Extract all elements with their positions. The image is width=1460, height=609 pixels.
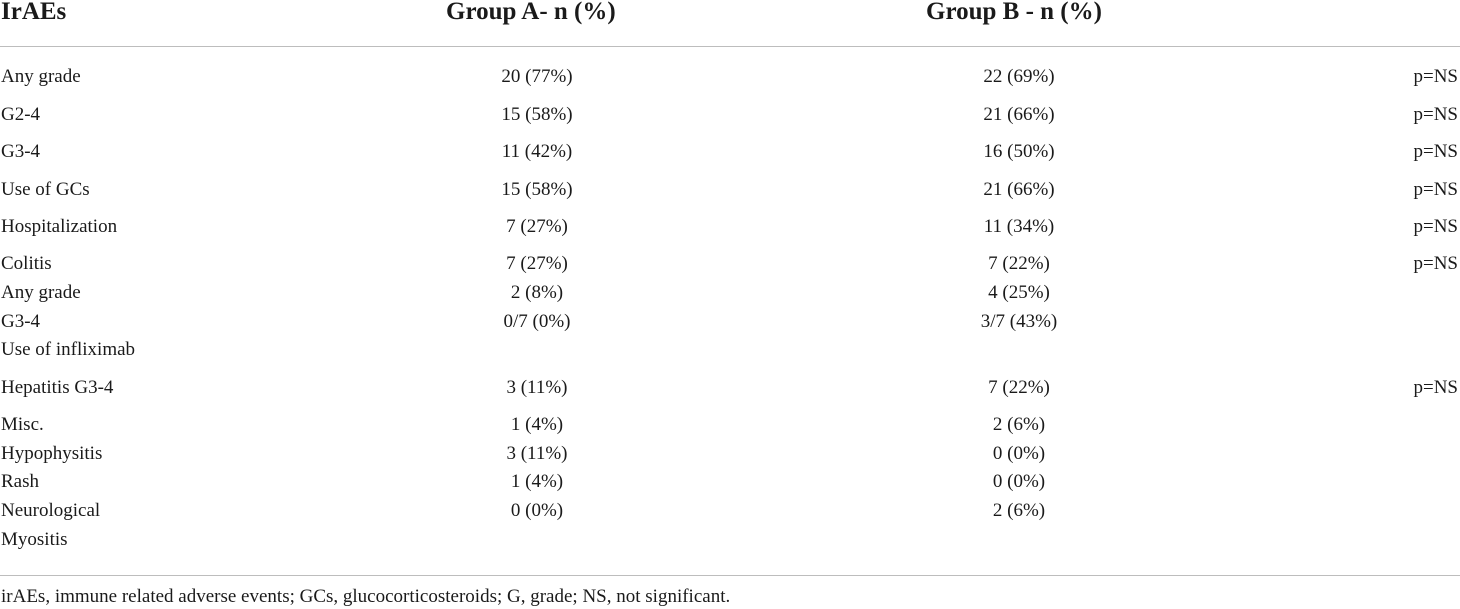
p-value-cell: p=NS: [1413, 104, 1458, 125]
group-a-cell: 0 (0%): [510, 500, 564, 521]
row-label: Rash: [1, 471, 39, 492]
group-a-cell: 2 (8%): [510, 282, 564, 303]
table-row: Any grade 20 (77%) 22 (69%) p=NS: [0, 64, 1460, 90]
row-label: Any grade: [1, 282, 81, 303]
row-label: Any grade: [1, 66, 81, 87]
table-row: Rash 1 (4%) 0 (0%): [0, 469, 1460, 495]
group-a-cell: 20 (77%): [501, 66, 573, 87]
group-a-cell: 1 (4%): [510, 414, 564, 435]
row-label: Hospitalization: [1, 216, 118, 237]
group-b-cell: 21 (66%): [983, 104, 1055, 125]
row-label: Hepatitis G3-4: [1, 377, 114, 398]
group-a-cell: 15 (58%): [501, 179, 573, 200]
group-a-cell: 7 (27%): [506, 216, 568, 237]
group-a-cell: 3 (11%): [506, 377, 568, 398]
header-irAEs: IrAEs: [1, 0, 67, 25]
row-label: G3-4: [1, 311, 41, 332]
table-row: Hepatitis G3-4 3 (11%) 7 (22%) p=NS: [0, 375, 1460, 401]
group-b-cell: 2 (6%): [992, 414, 1046, 435]
group-b-cell: 2 (6%): [992, 500, 1046, 521]
group-a-cell: 3 (11%): [506, 443, 568, 464]
table-row: Hypophysitis 3 (11%) 0 (0%): [0, 441, 1460, 467]
p-value-cell: p=NS: [1413, 141, 1458, 162]
row-label: Colitis: [1, 253, 52, 274]
table-row: Hospitalization 7 (27%) 11 (34%) p=NS: [0, 214, 1460, 240]
row-label: G3-4: [1, 141, 41, 162]
table-row: Use of infliximab: [0, 337, 1460, 363]
group-b-cell: 21 (66%): [983, 179, 1055, 200]
group-a-cell: 7 (27%): [506, 253, 568, 274]
header-group-a: Group A- n (%): [446, 0, 616, 25]
p-value-cell: p=NS: [1413, 216, 1458, 237]
row-label: Misc.: [1, 414, 44, 435]
group-b-cell: 7 (22%): [988, 377, 1050, 398]
footer-divider: [0, 575, 1460, 576]
header-group-b: Group B - n (%): [926, 0, 1102, 25]
table-row: Any grade 2 (8%) 4 (25%): [0, 280, 1460, 306]
table-row: Misc. 1 (4%) 2 (6%): [0, 412, 1460, 438]
group-b-cell: 22 (69%): [983, 66, 1055, 87]
group-b-cell: 16 (50%): [983, 141, 1055, 162]
group-b-cell: 3/7 (43%): [980, 311, 1058, 332]
p-value-cell: p=NS: [1413, 377, 1458, 398]
table-row: Use of GCs 15 (58%) 21 (66%) p=NS: [0, 177, 1460, 203]
row-label: Neurological: [1, 500, 101, 521]
group-a-cell: 15 (58%): [501, 104, 573, 125]
group-b-cell: 0 (0%): [992, 443, 1046, 464]
row-label: Hypophysitis: [1, 443, 103, 464]
table-header: IrAEs Group A- n (%) Group B - n (%): [0, 0, 1460, 46]
group-b-cell: 4 (25%): [988, 282, 1050, 303]
p-value-cell: p=NS: [1413, 179, 1458, 200]
group-a-cell: 11 (42%): [501, 141, 573, 162]
row-label: G2-4: [1, 104, 41, 125]
table-row: Colitis 7 (27%) 7 (22%) p=NS: [0, 251, 1460, 277]
p-value-cell: p=NS: [1413, 66, 1458, 87]
table-row: Myositis: [0, 527, 1460, 553]
p-value-cell: p=NS: [1413, 253, 1458, 274]
group-b-cell: 7 (22%): [988, 253, 1050, 274]
table-row: G3-4 11 (42%) 16 (50%) p=NS: [0, 139, 1460, 165]
header-divider: [0, 46, 1460, 47]
table-row: Neurological 0 (0%) 2 (6%): [0, 498, 1460, 524]
table-footnote: irAEs, immune related adverse events; GC…: [1, 586, 731, 607]
group-b-cell: 0 (0%): [992, 471, 1046, 492]
group-b-cell: 11 (34%): [983, 216, 1055, 237]
group-a-cell: 1 (4%): [510, 471, 564, 492]
row-label: Use of infliximab: [1, 339, 136, 360]
table-row: G3-4 0/7 (0%) 3/7 (43%): [0, 309, 1460, 335]
table-row: G2-4 15 (58%) 21 (66%) p=NS: [0, 102, 1460, 128]
row-label: Use of GCs: [1, 179, 90, 200]
group-a-cell: 0/7 (0%): [503, 311, 571, 332]
row-label: Myositis: [1, 529, 68, 550]
